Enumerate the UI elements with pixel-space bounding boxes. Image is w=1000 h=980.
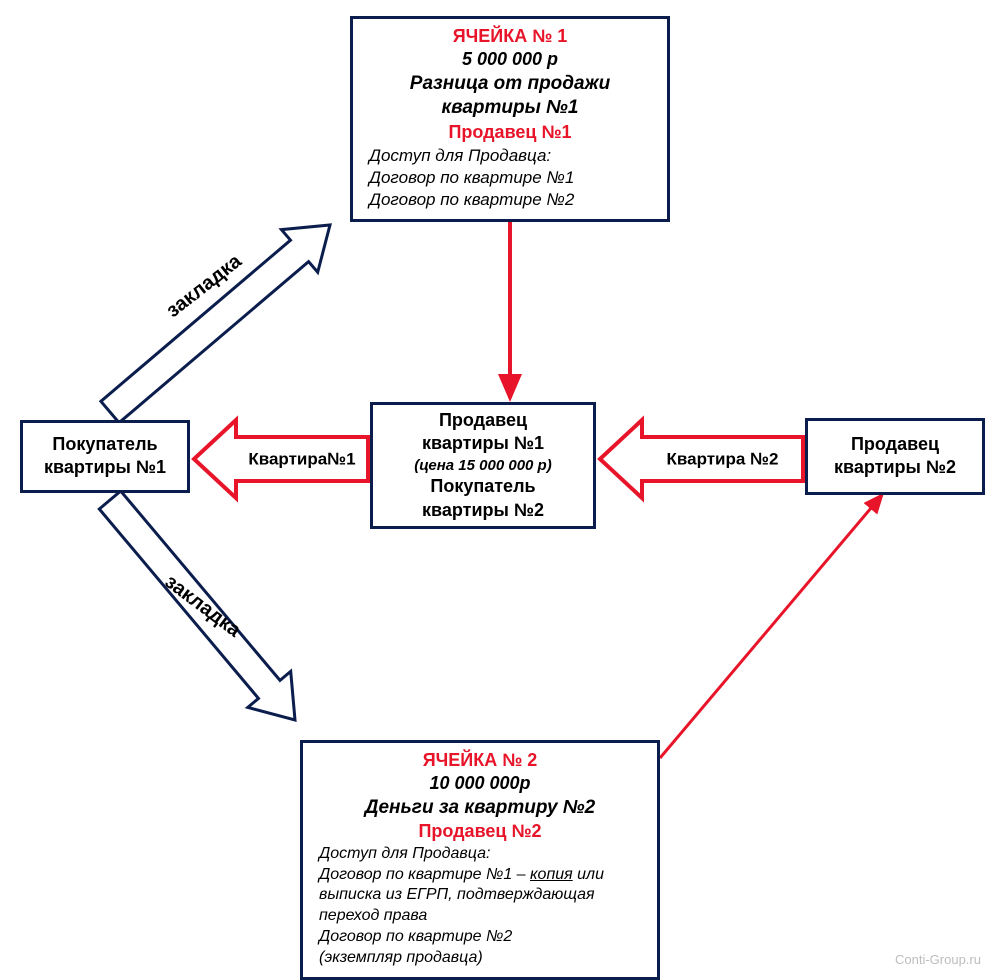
buyer1-l1: Покупатель (27, 433, 183, 456)
cell1-seller: Продавец №1 (357, 121, 663, 144)
cell1-access-hdr: Доступ для Продавца: (369, 145, 651, 167)
center-l3: Покупатель (375, 475, 591, 498)
cell2-title: ЯЧЕЙКА № 2 (307, 749, 653, 772)
center-price: (цена 15 000 000 р) (375, 456, 591, 476)
node-cell-2: ЯЧЕЙКА № 2 10 000 000р Деньги за квартир… (300, 740, 660, 980)
node-cell-1: ЯЧЕЙКА № 1 5 000 000 р Разница от продаж… (350, 16, 670, 222)
seller2-l2: квартиры №2 (812, 456, 978, 479)
buyer1-l2: квартиры №1 (27, 456, 183, 479)
cell1-title: ЯЧЕЙКА № 1 (357, 25, 663, 48)
cell1-access-l2: Договор по квартире №2 (369, 189, 651, 211)
label-zakladka-bottom: закладка (160, 571, 245, 643)
cell2-seller: Продавец №2 (307, 820, 653, 843)
center-l4: квартиры №2 (375, 499, 591, 522)
cell1-desc1: Разница от продажи (357, 72, 663, 97)
center-l2: квартиры №1 (375, 432, 591, 455)
cell2-access-l2: выписка из ЕГРП, подтверждающая (319, 885, 641, 906)
cell1-desc2: квартиры №1 (357, 96, 663, 121)
hollow-arrow-top (101, 225, 330, 423)
cell2-l1c: или (573, 866, 604, 883)
cell2-access-l3: переход права (319, 906, 641, 927)
center-l1: Продавец (375, 409, 591, 432)
cell2-amount: 10 000 000р (307, 772, 653, 795)
cell2-access-hdr: Доступ для Продавца: (319, 844, 641, 865)
node-center: Продавец квартиры №1 (цена 15 000 000 р)… (370, 402, 596, 529)
cell2-access-l5: (экземпляр продавца) (319, 948, 641, 969)
cell2-l1a: Договор по квартире №1 – (319, 866, 530, 883)
cell1-amount: 5 000 000 р (357, 48, 663, 71)
block-arrow-right: Квартира №2 (600, 420, 803, 498)
svg-text:Квартира №2: Квартира №2 (667, 449, 779, 468)
svg-text:Квартира№1: Квартира№1 (248, 449, 355, 468)
cell2-desc: Деньги за квартиру №2 (307, 796, 653, 821)
block-arrow-left: Квартира№1 (194, 420, 368, 498)
node-seller-2: Продавец квартиры №2 (805, 418, 985, 495)
cell2-l1b: копия (530, 866, 573, 883)
cell2-access-l1: Договор по квартире №1 – копия или (319, 865, 641, 886)
watermark: Conti-Group.ru (895, 952, 981, 967)
label-zakladka-top: закладка (162, 250, 246, 323)
arrow-cell2-to-seller2 (660, 495, 882, 758)
node-buyer-1: Покупатель квартиры №1 (20, 420, 190, 493)
cell2-access-l4: Договор по квартире №2 (319, 927, 641, 948)
cell1-access-l1: Договор по квартире №1 (369, 167, 651, 189)
seller2-l1: Продавец (812, 433, 978, 456)
